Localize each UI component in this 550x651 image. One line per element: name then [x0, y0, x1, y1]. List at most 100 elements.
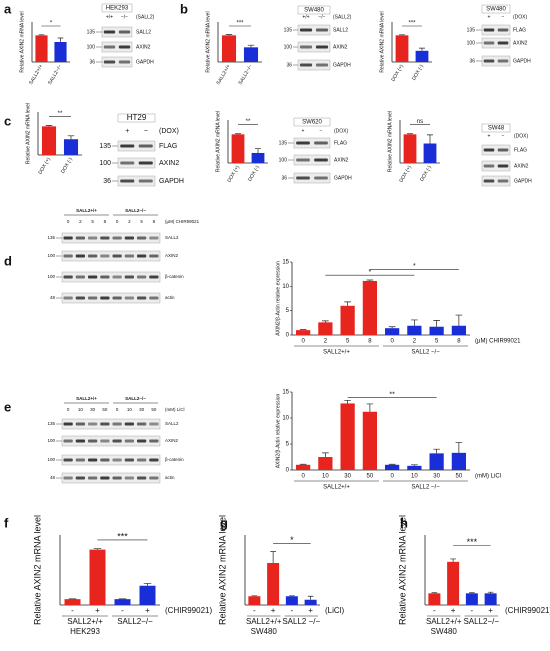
error-bar — [407, 133, 413, 135]
x-tick-label: DOX (-) — [419, 164, 433, 182]
protein-label: AXIN2 — [136, 44, 151, 50]
blot-band — [75, 439, 86, 443]
panel-label: c — [4, 113, 11, 128]
blot-strip — [481, 160, 511, 172]
blot-band — [138, 179, 153, 183]
treatment-label: (mM) LiCl — [475, 474, 501, 480]
protein-label: SALL2 — [136, 29, 151, 35]
blot-note: (DOX) — [513, 14, 528, 20]
blot-band — [112, 476, 122, 480]
protein-label: SALL2 — [333, 27, 348, 33]
bar — [447, 561, 460, 605]
protein-label: AXIN2 — [159, 160, 179, 167]
y-tick-label: 10 — [282, 416, 289, 422]
lane-label: 30 — [139, 407, 145, 412]
x-tick-label: DOX (-) — [247, 164, 261, 182]
blot-strip — [481, 144, 511, 156]
bar — [296, 330, 311, 335]
blot-band — [100, 422, 110, 426]
x-tick-label: SALL2+/+ — [28, 64, 44, 86]
y-tick-label: 0 — [286, 333, 290, 339]
group-label: SALL2 −/− — [411, 350, 440, 356]
group-label: SALL2+/+ — [67, 617, 103, 626]
lane-label: − — [502, 14, 505, 20]
marker-label: 100 — [284, 44, 293, 50]
blot-band — [497, 28, 509, 32]
x-tick-label: 0 — [390, 339, 394, 345]
blot-band — [63, 275, 73, 279]
error-bar — [419, 47, 425, 51]
bar — [267, 563, 280, 605]
blot-note: (mM) LiCl — [165, 407, 185, 412]
error-bar — [388, 326, 396, 329]
blot-title: SW480 — [304, 8, 324, 14]
blot-band — [483, 148, 495, 152]
error-bar — [411, 464, 418, 466]
group-label: SALL2+/+ — [323, 350, 350, 356]
error-bar — [235, 133, 241, 135]
blot-band — [124, 439, 135, 443]
protein-label: FLAG — [159, 143, 177, 150]
marker-label: 100 — [279, 157, 288, 163]
blot-band — [63, 296, 73, 300]
blot-band — [112, 254, 122, 258]
bar — [451, 452, 466, 470]
lane-label: 10 — [78, 407, 84, 412]
protein-label: GAPDH — [333, 62, 351, 68]
blot-band — [315, 45, 329, 49]
panel-label: b — [180, 1, 188, 16]
bar — [114, 599, 131, 605]
title-box — [293, 117, 331, 127]
blot-band — [124, 236, 135, 240]
x-tick-label: DOX (+) — [398, 164, 413, 183]
blot-band — [103, 45, 116, 49]
bar — [423, 143, 437, 163]
marker-label: 36 — [469, 58, 475, 64]
blot-band — [136, 422, 147, 426]
y-tick-label: 5 — [286, 308, 290, 314]
blot-band — [497, 164, 509, 168]
error-bar — [344, 399, 351, 404]
bar — [35, 35, 48, 62]
protein-label: SALL2 — [165, 421, 179, 426]
x-tick-label: 10 — [322, 474, 329, 480]
error-bar — [38, 34, 45, 36]
blot-band — [112, 296, 122, 300]
bar — [318, 322, 333, 335]
blot-band — [315, 63, 329, 67]
x-tick-label: + — [488, 606, 493, 615]
lane-label: − — [320, 128, 323, 134]
error-bar — [431, 592, 438, 594]
lane-label: 8 — [104, 219, 107, 224]
lane-label: + — [488, 133, 491, 139]
y-axis-label: Relative AXIN2 mRNA level — [19, 11, 25, 72]
marker-label: 135 — [47, 421, 55, 426]
bar — [407, 465, 422, 470]
x-tick-label: 8 — [457, 339, 461, 345]
blot-band — [87, 254, 98, 258]
blot-band — [87, 422, 98, 426]
x-tick-label: 0 — [390, 474, 394, 480]
blot-band — [497, 59, 509, 63]
treatment-label: (CHIR99021) — [165, 606, 212, 615]
blot-band — [112, 422, 122, 426]
blot-note: (DOX) — [334, 128, 349, 134]
x-tick-label: 8 — [368, 339, 372, 345]
blot-band — [149, 296, 159, 300]
lane-label: 50 — [102, 407, 108, 412]
error-bar — [411, 319, 418, 326]
error-bar — [307, 595, 314, 600]
error-bar — [322, 452, 329, 457]
blot-band — [100, 458, 110, 462]
blot-band — [100, 275, 110, 279]
x-tick-label: + — [451, 606, 456, 615]
blot-band — [103, 60, 116, 64]
blot-band — [296, 141, 310, 145]
protein-label: AXIN2 — [334, 157, 349, 163]
x-tick-label: DOX (+) — [226, 164, 241, 183]
error-bar — [469, 592, 475, 594]
bar — [428, 593, 441, 605]
error-bar — [450, 558, 456, 562]
marker-label: 100 — [47, 274, 55, 279]
